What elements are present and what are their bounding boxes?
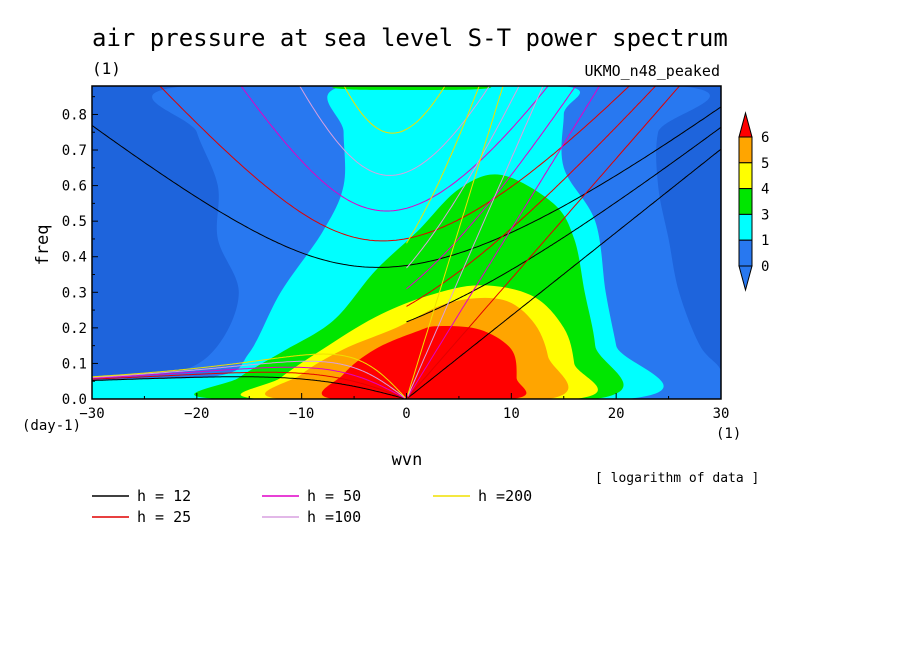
rossby-wave-curve-h12	[92, 376, 406, 399]
mixed-rossby-gravity-curve-h25	[406, 86, 657, 307]
y-tick-label: 0.4	[62, 250, 87, 266]
colorbar: 6 5 4 3 1 0	[738, 111, 769, 292]
x-tick-label: −20	[184, 406, 209, 422]
legend-label-h200: h =200	[478, 487, 532, 505]
rossby-wave-curve-h100	[92, 360, 406, 399]
inertia-gravity-curve-h25	[159, 86, 631, 242]
rossby-wave-curve-h50	[92, 366, 406, 399]
inertia-gravity-curve-h50	[240, 86, 549, 212]
inertia-gravity-curve-h12	[92, 106, 721, 268]
x-tick-label: −30	[79, 406, 104, 422]
colorbar-segment	[738, 239, 753, 267]
y-axis-label: freq	[33, 225, 53, 266]
mixed-rossby-gravity-curve-h100	[406, 86, 520, 269]
colorbar-extend-min	[738, 265, 753, 292]
y-tick-label: 0.1	[62, 356, 87, 372]
plot-area	[92, 86, 721, 399]
colorbar-segment	[738, 188, 753, 215]
y-tick-label: 0.0	[62, 392, 87, 408]
y-tick-label: 0.5	[62, 214, 87, 230]
colorbar-segment	[738, 213, 753, 241]
legend-label-h12: h = 12	[137, 487, 191, 505]
y-tick-label: 0.7	[62, 143, 87, 159]
kelvin-wave-curve-h100	[407, 86, 544, 397]
x-axis-label: wvn	[392, 450, 423, 470]
legend-label-h50: h = 50	[307, 487, 361, 505]
log-note: [ logarithm of data ]	[595, 471, 759, 486]
kelvin-wave-curve-h50	[407, 86, 601, 398]
legend: h = 12 h = 25 h = 50 h =100 h =200	[92, 487, 532, 526]
kelvin-wave-curve-h25	[407, 86, 681, 398]
colorbar-segment	[738, 136, 753, 164]
mixed-rossby-gravity-curve-h12	[406, 126, 721, 323]
colorbar-label: 0	[761, 259, 769, 275]
colorbar-label: 4	[761, 182, 769, 198]
legend-label-h100: h =100	[307, 508, 361, 526]
contour-patch-0	[332, 86, 492, 90]
colorbar-label: 5	[761, 156, 769, 172]
model-name: UKMO_n48_peaked	[585, 62, 720, 80]
mixed-rossby-gravity-curve-h200	[406, 86, 480, 244]
x-axis-units: (1)	[716, 426, 741, 442]
x-tick-label: 10	[503, 406, 520, 422]
colorbar-extend-max	[738, 111, 753, 138]
y-tick-label: 0.2	[62, 321, 87, 337]
rossby-wave-curve-h200	[92, 353, 406, 398]
chart-title: air pressure at sea level S-T power spec…	[92, 24, 728, 52]
colorbar-label: 1	[761, 233, 769, 249]
inertia-gravity-curve-h100	[299, 86, 490, 176]
kelvin-wave-curve-h12	[407, 148, 721, 399]
inertia-gravity-curve-h200	[343, 86, 446, 134]
y-axis-units: (day-1)	[22, 418, 81, 434]
colorbar-segment	[738, 162, 753, 190]
y-tick-label: 0.6	[62, 179, 87, 195]
x-tick-label: −10	[289, 406, 314, 422]
legend-label-h25: h = 25	[137, 508, 191, 526]
colorbar-label: 3	[761, 207, 769, 223]
y-tick-label: 0.3	[62, 285, 87, 301]
y-tick-label: 0.8	[62, 107, 87, 123]
rossby-wave-curve-h25	[92, 371, 406, 399]
title-units: (1)	[92, 59, 121, 78]
colorbar-label: 6	[761, 130, 769, 146]
kelvin-wave-curve-h200	[407, 86, 504, 395]
x-tick-label: 30	[713, 406, 730, 422]
x-tick-label: 20	[608, 406, 625, 422]
x-tick-label: 0	[402, 406, 410, 422]
mixed-rossby-gravity-curve-h50	[406, 86, 577, 290]
